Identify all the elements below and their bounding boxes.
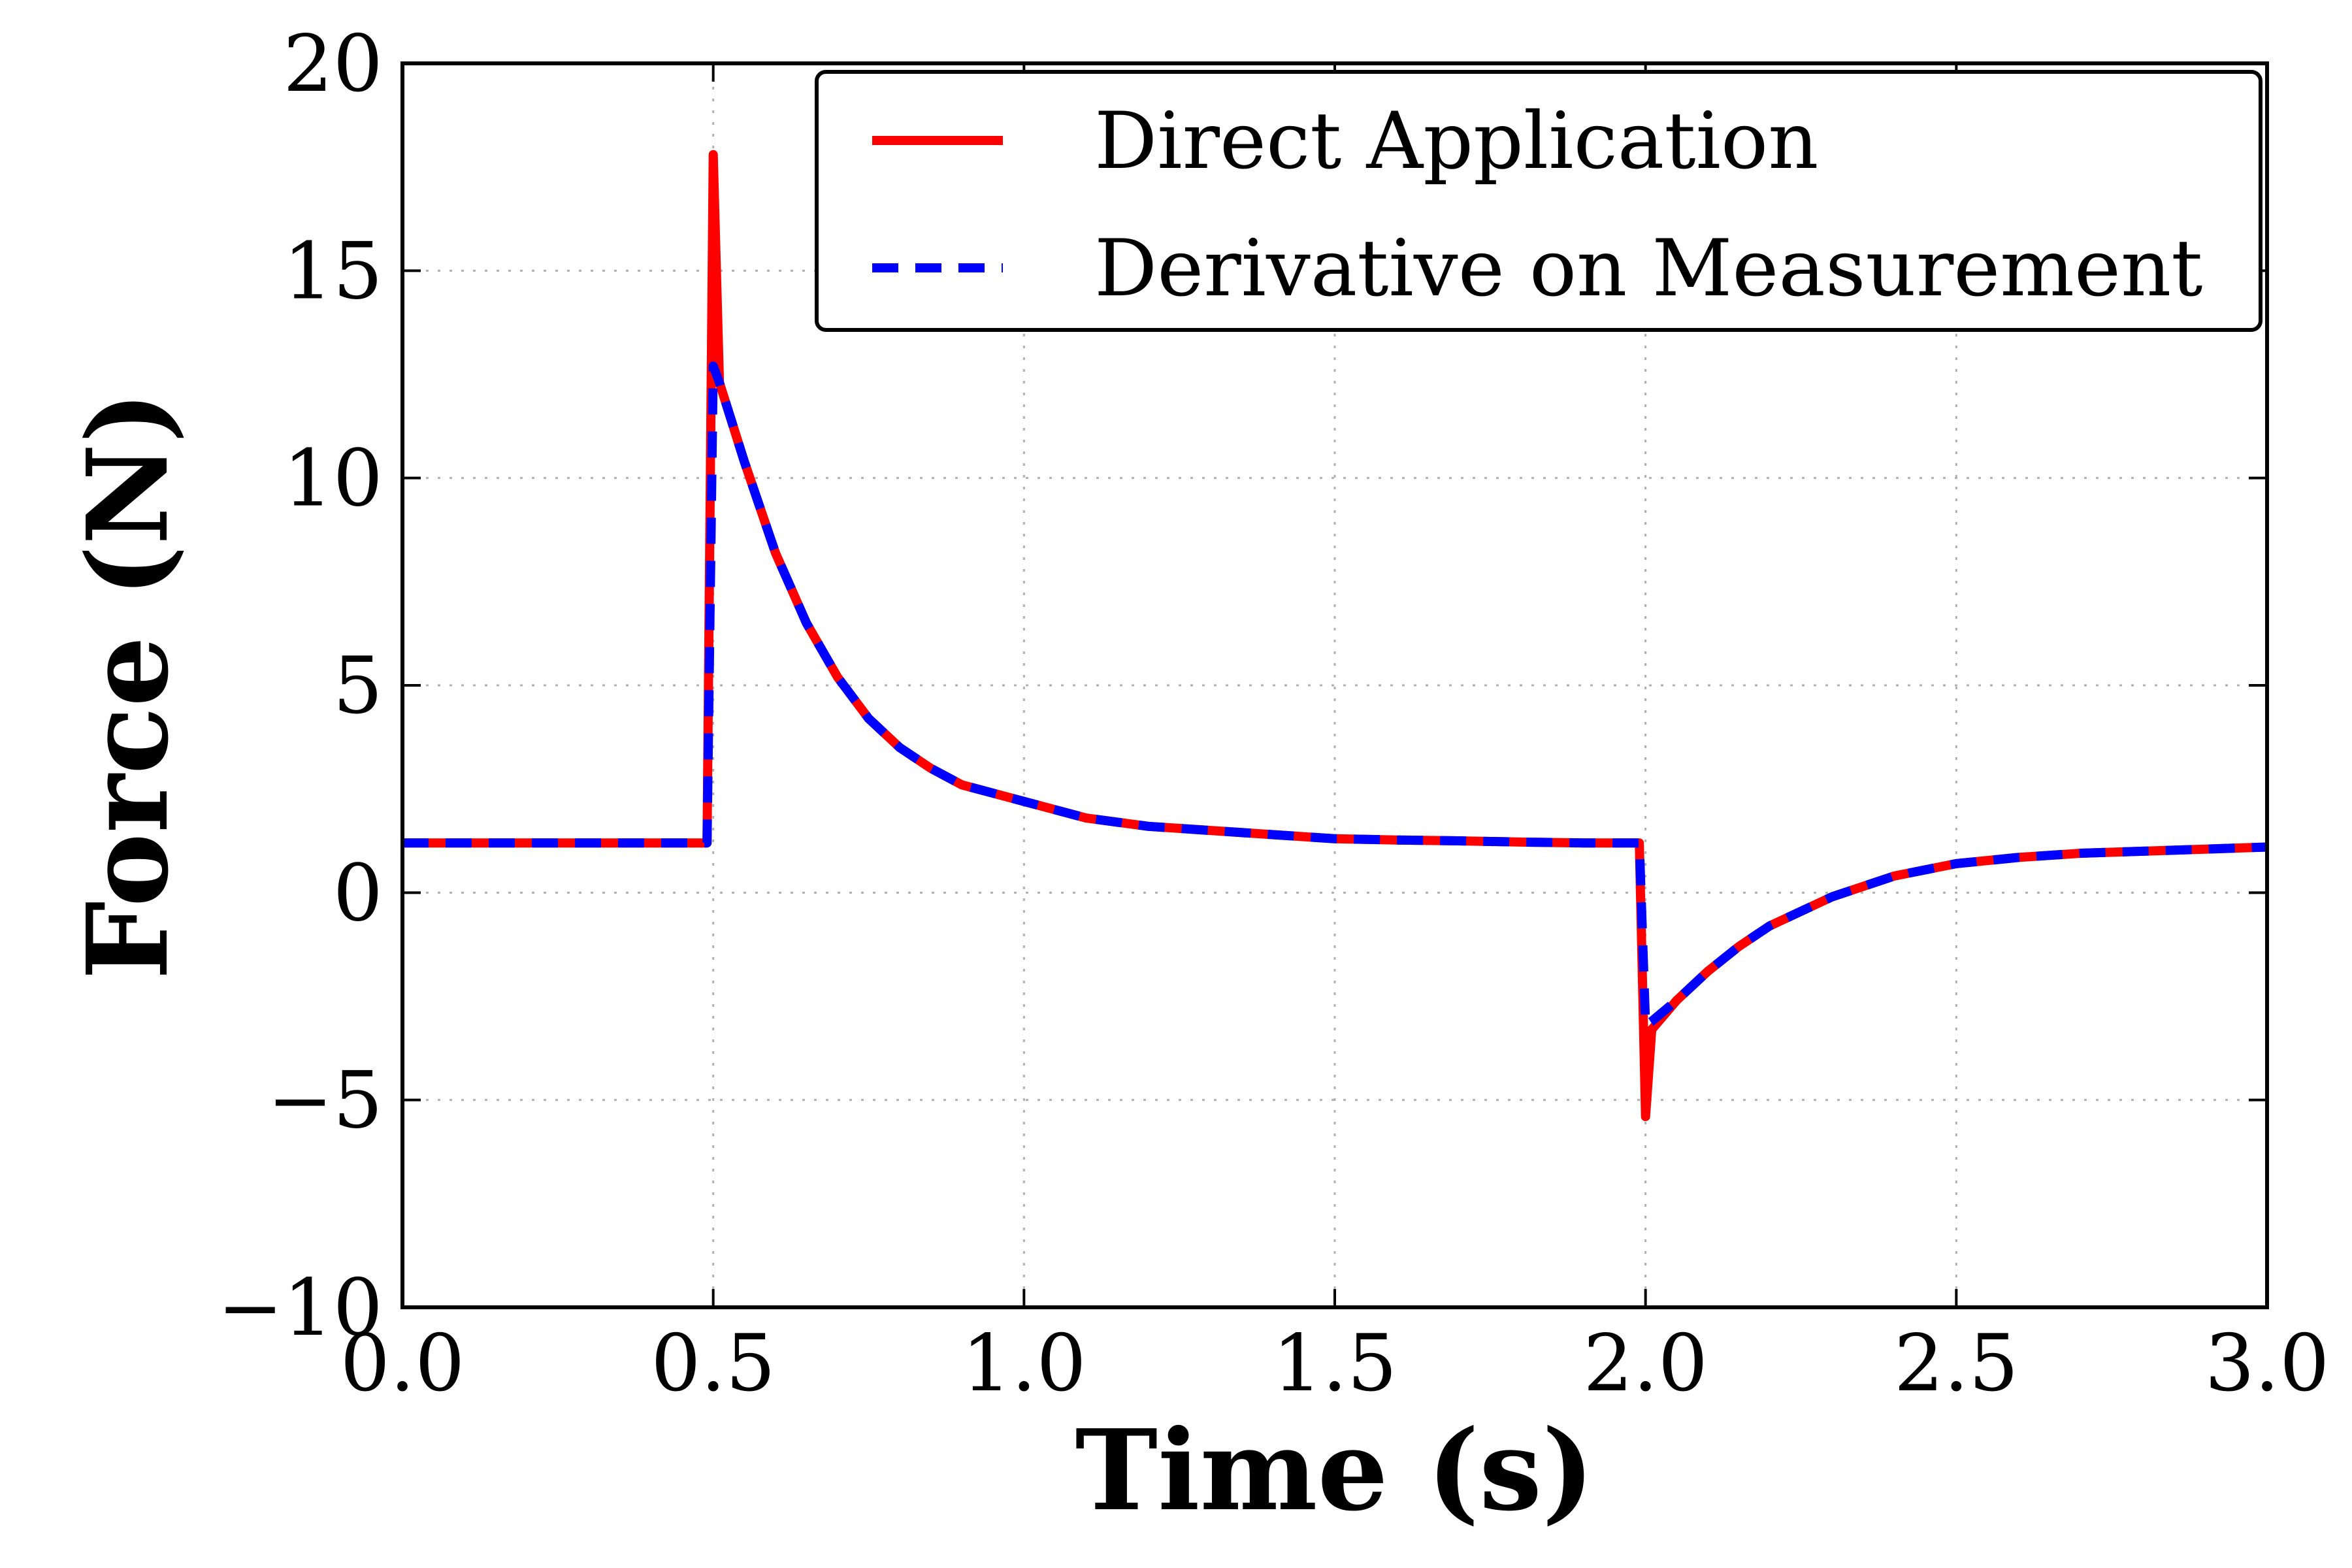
series-lines	[402, 150, 2268, 1122]
x-tick-label-3: 1.5	[1273, 1318, 1397, 1409]
y-tick-label-3: 5	[333, 641, 383, 732]
y-axis-title: Force (N)	[63, 391, 193, 979]
legend-label-0: Direct Application	[1094, 96, 1818, 187]
axis-ticks: 0.0 0.5 1.0 1.5 2.0 2.5 3.0 −10 −5 0 5 10 15 20	[218, 19, 2330, 1409]
y-tick-label-1: −5	[267, 1056, 383, 1147]
y-tick-label-0: −10	[218, 1263, 383, 1354]
y-tick-label-5: 15	[283, 226, 383, 317]
x-axis-title: Time (s)	[1075, 1405, 1595, 1536]
x-tick-label-4: 2.0	[1583, 1318, 1708, 1409]
x-tick-label-5: 2.5	[1894, 1318, 2019, 1409]
x-tick-label-0: 0.0	[340, 1318, 465, 1409]
x-tick-label-6: 3.0	[2205, 1318, 2330, 1409]
legend-label-1: Derivative on Measurement	[1094, 223, 2203, 314]
x-tick-label-2: 1.0	[962, 1318, 1086, 1409]
series-line-1	[402, 361, 2268, 1030]
x-tick-label-1: 0.5	[651, 1318, 776, 1409]
y-tick-label-6: 20	[283, 19, 383, 110]
legend-box	[815, 70, 2262, 332]
legend: Direct Application Derivative on Measurem…	[815, 70, 2262, 332]
y-tick-label-2: 0	[333, 848, 383, 939]
y-tick-label-4: 10	[283, 434, 383, 525]
